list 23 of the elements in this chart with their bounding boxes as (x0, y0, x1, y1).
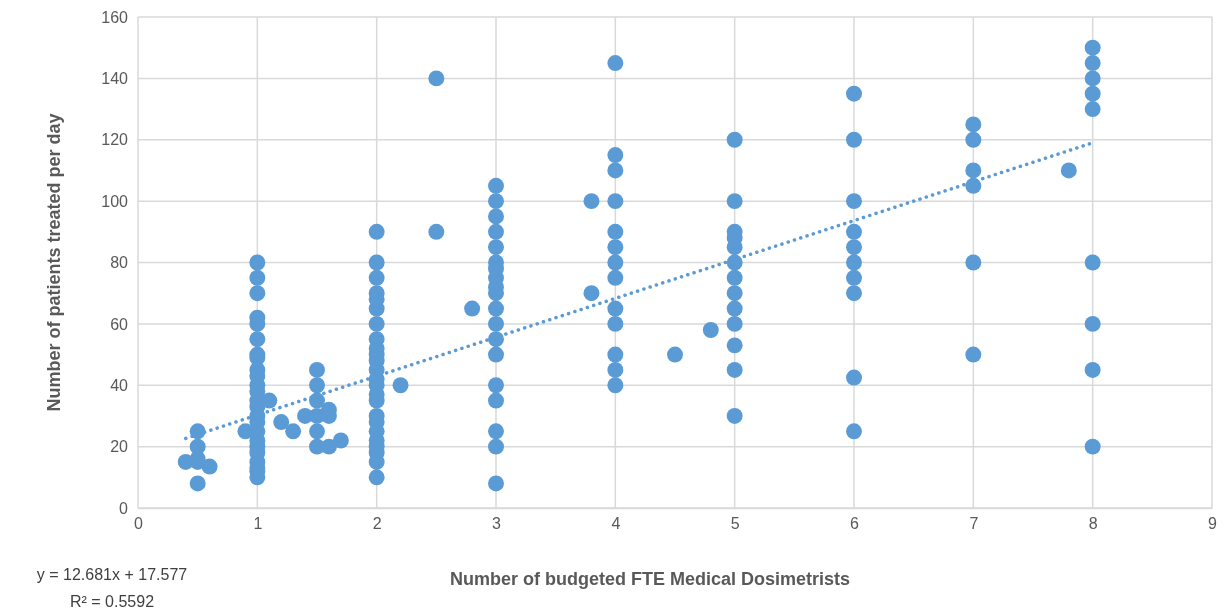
y-tick-label: 120 (101, 131, 129, 149)
x-tick-label: 2 (372, 515, 382, 533)
text: y = 12.681x + 17.577 (36, 566, 188, 583)
y-tick-label: 140 (101, 69, 129, 87)
y-tick-label: 100 (101, 192, 129, 210)
y-tick-label: 40 (110, 376, 129, 394)
y-tick-label: 160 (101, 8, 129, 26)
text: R² = 0.5592 (69, 593, 155, 610)
x-tick-label: 0 (134, 515, 144, 533)
x-tick-label: 7 (969, 515, 979, 533)
x-tick-label: 3 (492, 515, 502, 533)
y-tick-label: 0 (119, 499, 129, 517)
x-tick-label: 5 (730, 515, 740, 533)
y-axis-title: Number of patients treated per day (44, 113, 64, 412)
y-tick-label: 60 (110, 315, 129, 333)
x-tick-label: 9 (1208, 515, 1218, 533)
x-tick-label: 4 (611, 515, 621, 533)
x-tick-label: 8 (1088, 515, 1098, 533)
x-tick-label: 6 (850, 515, 860, 533)
y-tick-label: 20 (110, 438, 129, 456)
x-axis-title: Number of budgeted FTE Medical Dosimetrists (449, 569, 851, 589)
x-tick-label: 1 (253, 515, 263, 533)
y-tick-label: 80 (110, 254, 129, 272)
